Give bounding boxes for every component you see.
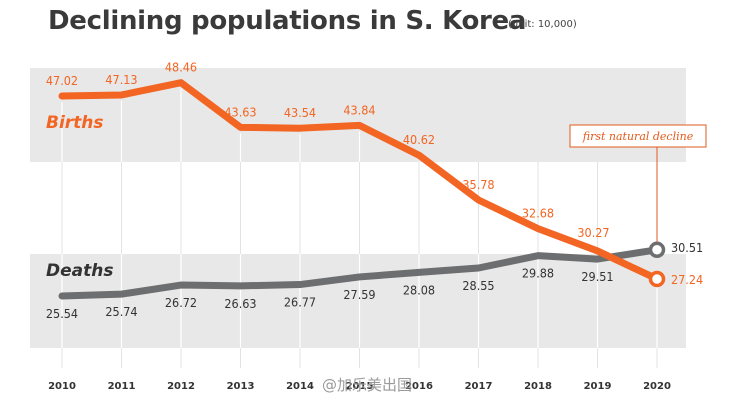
births-end-marker (648, 270, 666, 288)
deaths-line (58, 246, 661, 300)
deaths-value-label: 26.63 (224, 296, 256, 311)
births-value-label: 27.24 (671, 272, 703, 287)
deaths-value-label: 26.72 (165, 295, 197, 310)
deaths-end-marker (648, 241, 666, 259)
births-value-label: 35.78 (462, 177, 494, 192)
births-value-label: 40.62 (403, 132, 435, 147)
x-tick-label: 2020 (643, 381, 671, 392)
births-value-label: 47.13 (105, 72, 137, 87)
x-tick-label: 2015 (346, 381, 374, 392)
chart-title: Declining populations in S. Korea (48, 6, 527, 36)
deaths-value-label: 26.77 (284, 295, 316, 310)
deaths-value-label: 28.55 (462, 278, 494, 293)
births-value-label: 32.68 (522, 206, 554, 221)
births-value-label: 47.02 (46, 73, 78, 88)
deaths-value-label: 25.74 (105, 304, 137, 319)
x-tick-label: 2012 (167, 381, 195, 392)
births-line (58, 79, 661, 283)
annotation-text: first natural decline (582, 130, 694, 143)
births-value-label: 43.84 (343, 102, 375, 117)
deaths-series-label: Deaths (46, 261, 113, 281)
x-tick-label: 2013 (227, 381, 255, 392)
x-tick-label: 2010 (48, 381, 76, 392)
x-tick-label: 2016 (405, 381, 433, 392)
deaths-value-label: 25.54 (46, 306, 78, 321)
births-value-label: 43.54 (284, 105, 316, 120)
unit-label: (unit: 10,000) (508, 19, 577, 30)
deaths-band (30, 254, 686, 348)
x-tick-label: 2011 (108, 381, 136, 392)
annotation-box (569, 124, 707, 148)
x-tick-label: 2017 (465, 381, 493, 392)
births-series-label: Births (46, 113, 104, 133)
deaths-value-label: 29.51 (581, 269, 613, 284)
watermark: @加乐美出国 (322, 376, 413, 394)
deaths-value-label: 30.51 (671, 240, 703, 255)
x-tick-label: 2018 (524, 381, 552, 392)
x-tick-label: 2014 (286, 381, 314, 392)
deaths-value-label: 29.88 (522, 266, 554, 281)
births-value-label: 48.46 (165, 60, 197, 75)
deaths-value-label: 27.59 (343, 287, 375, 302)
x-tick-label: 2019 (584, 381, 612, 392)
births-value-label: 30.27 (577, 225, 609, 240)
deaths-value-label: 28.08 (403, 282, 435, 297)
births-value-label: 43.63 (224, 104, 256, 119)
